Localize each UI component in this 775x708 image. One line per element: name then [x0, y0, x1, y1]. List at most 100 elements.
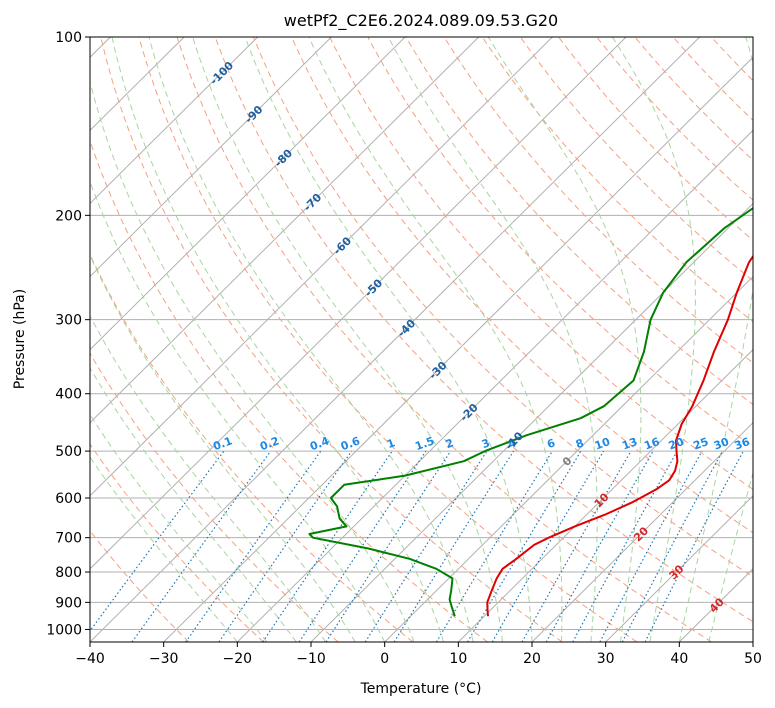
isotherm-line — [90, 37, 406, 351]
moist-adiabat — [90, 79, 415, 642]
mixing-ratio-line — [325, 450, 452, 642]
x-tick-label: −30 — [149, 651, 179, 667]
mixing-ratio-label: 0.6 — [339, 434, 362, 453]
mixing-ratio-label: 4 — [507, 436, 519, 451]
moist-adiabat — [678, 37, 753, 642]
dry-adiabat — [90, 253, 414, 642]
isotherm-line — [90, 37, 627, 570]
dry-adiabat — [481, 37, 753, 323]
mixing-ratio-line — [262, 450, 393, 642]
mixing-ratio-label: 36 — [733, 435, 752, 453]
mixing-ratio-label: 8 — [574, 436, 586, 451]
mixing-ratio-line — [599, 450, 703, 642]
mixing-ratio-label: 0.1 — [211, 434, 234, 453]
mixing-ratio-label: 0.2 — [258, 434, 281, 453]
dry-adiabat — [138, 37, 638, 642]
isotherm-line — [90, 37, 701, 642]
moist-adiabat — [244, 37, 533, 642]
isotherm-line — [752, 641, 753, 642]
mixing-ratio-line — [364, 450, 488, 642]
mixing-ratio-line — [218, 450, 353, 642]
mixing-ratio-line — [435, 450, 553, 642]
y-axis-ticks: 100 200 300 400 500 600 700 800 900 1000 — [46, 30, 90, 638]
thermodynamic-background — [90, 37, 753, 642]
plot-frame — [89, 36, 754, 643]
moist-adiabat — [90, 456, 238, 642]
dry-adiabat — [329, 37, 753, 490]
moist-adiabat — [487, 37, 642, 642]
mixing-ratio-label: 20 — [667, 435, 686, 453]
isotherm-line — [236, 129, 753, 642]
moist-adiabat — [308, 37, 563, 642]
plot-area — [90, 37, 753, 642]
moist-adiabat — [611, 37, 696, 642]
moist-adiabat — [192, 37, 503, 642]
y-tick-label: 1000 — [46, 622, 82, 638]
mixing-ratio-line — [131, 450, 272, 642]
isotherm-line — [605, 495, 753, 642]
x-tick-label: −40 — [75, 651, 105, 667]
isotherm-line — [457, 348, 753, 642]
dry-adiabat — [100, 37, 563, 642]
mixing-ratio-label: 16 — [642, 435, 661, 453]
dry-adiabat — [443, 37, 753, 364]
moist-adiabat — [111, 37, 445, 642]
dry-adiabat — [176, 37, 712, 642]
isotherm-line — [531, 421, 753, 642]
dry-adiabat — [90, 443, 264, 642]
moist-adiabat — [90, 366, 297, 642]
x-tick-label: 30 — [597, 651, 615, 667]
isotherm-line — [90, 37, 259, 205]
grid-lines — [90, 37, 753, 642]
y-tick-label: 500 — [55, 444, 82, 460]
moist-adiabat — [148, 37, 474, 642]
y-tick-label: 900 — [55, 595, 82, 611]
isotherm-line — [90, 37, 553, 497]
isotherm-line — [90, 37, 480, 424]
mixing-ratio-label: 1.5 — [413, 434, 436, 453]
x-axis-ticks: −40 −30 −20 −10 0 10 20 30 40 50 — [75, 642, 762, 667]
isotherm-line — [163, 56, 753, 642]
dewpoint-profile-line — [308, 206, 753, 617]
line-labels: 0.1 0.2 0.4 0.6 1 1.5 2 3 4 6 8 10 13 16 20 25 30 36-100-… — [207, 59, 751, 616]
x-tick-label: 50 — [744, 651, 762, 667]
dry-adiabat — [291, 37, 753, 534]
temperature-profile-line — [486, 254, 753, 617]
x-tick-label: 20 — [523, 651, 541, 667]
chart-title: wetPf2_C2E6.2024.089.09.53.G20 — [284, 11, 558, 31]
moist-adiabat — [90, 413, 268, 642]
mixing-ratio-line — [545, 450, 654, 642]
x-tick-label: 10 — [449, 651, 467, 667]
dry-adiabat — [596, 37, 753, 201]
dry-adiabat — [558, 37, 753, 242]
isotherm-line — [310, 202, 753, 642]
x-tick-label: 0 — [380, 651, 389, 667]
mixing-ratio-label: 30 — [712, 435, 731, 453]
plot-background — [90, 37, 753, 642]
x-axis-label: Temperature (°C) — [360, 681, 482, 697]
dry-adiabat — [252, 37, 753, 578]
moist-adiabat — [708, 471, 753, 642]
x-tick-label: −10 — [296, 651, 326, 667]
dry-adiabat — [214, 37, 753, 623]
isotherm-line — [384, 275, 753, 642]
y-tick-label: 300 — [55, 313, 82, 329]
mixing-ratio-label: 13 — [620, 435, 639, 452]
mixing-ratio-label: 0.4 — [308, 434, 331, 453]
y-tick-label: 700 — [55, 531, 82, 547]
isotherm-line — [90, 37, 332, 278]
mixing-ratio-label: 3 — [480, 436, 492, 451]
mixing-ratio-label: 25 — [691, 435, 710, 452]
mixing-ratio-line — [185, 450, 322, 642]
y-tick-label: 400 — [55, 387, 82, 403]
y-axis-label: Pressure (hPa) — [12, 289, 28, 389]
moist-adiabat — [90, 254, 356, 642]
mixing-ratio-line — [90, 450, 225, 632]
y-tick-label: 200 — [55, 208, 82, 224]
profiles — [308, 206, 753, 617]
mixing-ratio-label: 6 — [545, 436, 557, 451]
mixing-ratio-line — [572, 450, 678, 642]
moist-adiabat — [387, 37, 598, 642]
x-tick-label: 40 — [670, 651, 688, 667]
